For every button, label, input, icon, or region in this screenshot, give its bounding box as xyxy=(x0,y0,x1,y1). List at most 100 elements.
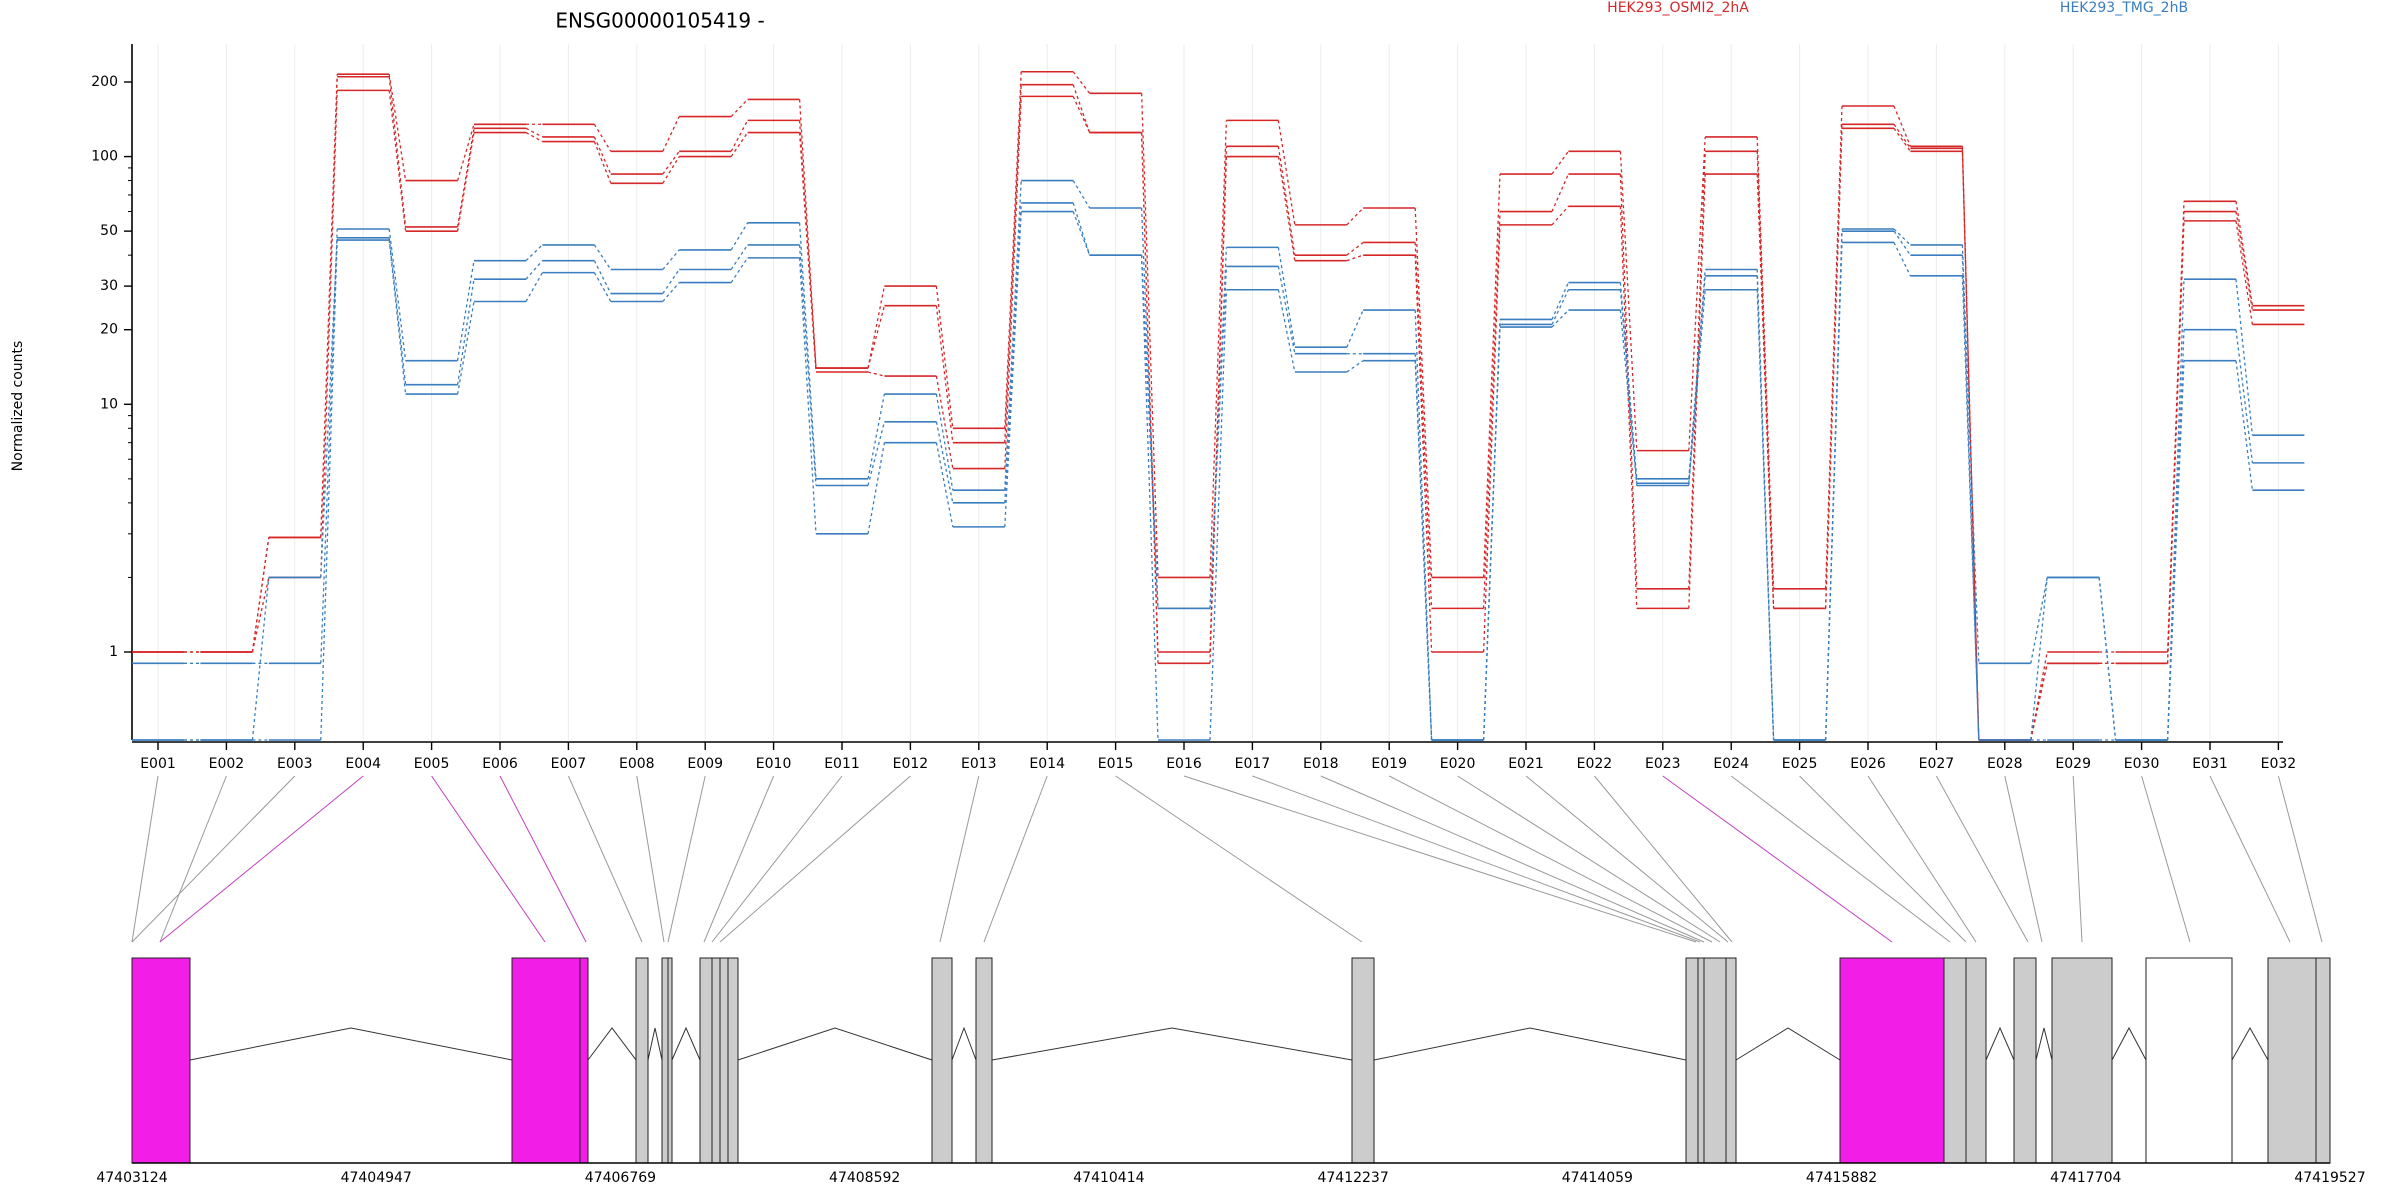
series-connector xyxy=(1824,242,1843,741)
series-connector xyxy=(593,136,612,175)
x-tick-label: E015 xyxy=(1098,756,1134,772)
series-connector xyxy=(2166,279,2185,741)
series-connector xyxy=(1551,173,1569,212)
series-connector xyxy=(1688,275,1706,484)
series-connector xyxy=(1619,289,1638,484)
intron xyxy=(1735,1027,1841,1061)
exon-connector xyxy=(711,775,843,943)
series-connector xyxy=(320,76,338,538)
series-HEK293_TMG_2hB-5 xyxy=(132,210,2305,741)
series-connector xyxy=(1004,180,1022,491)
series-connector xyxy=(251,577,270,653)
x-tick-label: E012 xyxy=(893,756,929,772)
exon-connector xyxy=(131,775,159,943)
series-connector xyxy=(1551,289,1569,325)
x-tick-label: E025 xyxy=(1782,756,1818,772)
exon-block xyxy=(1725,957,1737,1164)
series-connector xyxy=(2030,577,2048,741)
series-connector xyxy=(525,260,543,280)
exon-block xyxy=(511,957,581,1164)
intron xyxy=(2111,1026,2147,1061)
series-connector xyxy=(730,257,749,283)
exon-connector xyxy=(1252,775,1701,943)
exon-connector xyxy=(703,775,775,943)
exon-connector xyxy=(2277,775,2323,943)
series-connector xyxy=(525,244,543,262)
series-connector xyxy=(1004,211,1022,527)
x-tick-label: E024 xyxy=(1713,756,1749,772)
series-connector xyxy=(1346,207,1364,226)
series-connector xyxy=(1004,202,1022,503)
exon-block xyxy=(1697,957,1705,1164)
series-connector xyxy=(1551,309,1569,328)
series-connector xyxy=(1482,224,1501,653)
x-tick-label: E023 xyxy=(1645,756,1681,772)
series-connector xyxy=(1140,255,1159,741)
series-connector xyxy=(2235,329,2254,463)
series-connector xyxy=(1961,244,1980,664)
x-tick-label: E021 xyxy=(1508,756,1544,772)
intron xyxy=(647,1027,663,1061)
y-tick-label: 30 xyxy=(100,278,118,294)
series-connector xyxy=(1482,174,1501,578)
x-tick-label: E008 xyxy=(619,756,655,772)
exon-block xyxy=(699,957,713,1164)
x-tick-label: E019 xyxy=(1371,756,1407,772)
exon-connector xyxy=(1594,775,1733,943)
series-connector xyxy=(1482,211,1501,609)
series-connector xyxy=(1140,255,1159,609)
genomic-tick-label: 47417704 xyxy=(2050,1170,2121,1186)
y-tick-label: 1 xyxy=(109,644,118,660)
series-connector xyxy=(1209,156,1228,664)
x-axis: E001 E002 E003 E004 E005 E006 E007 E008 E009 E010… xyxy=(132,741,2296,772)
series-connector xyxy=(1277,266,1296,354)
exon-block xyxy=(711,957,721,1164)
series-connector xyxy=(2235,279,2254,436)
exon-connector xyxy=(2141,775,2191,943)
exon-connector xyxy=(1730,775,1951,943)
series-group xyxy=(132,70,2305,741)
genomic-tick-label: 47414059 xyxy=(1562,1170,1633,1186)
exon-connector xyxy=(667,775,706,943)
series-connector xyxy=(1209,266,1228,609)
x-tick-label: E031 xyxy=(2192,756,2228,772)
x-tick-label: E020 xyxy=(1440,756,1476,772)
genomic-tick-label: 47419527 xyxy=(2294,1170,2365,1186)
series-HEK293_TMG_2hB-3 xyxy=(132,179,2305,741)
intron xyxy=(737,1027,933,1061)
series-connector xyxy=(730,222,749,251)
series-connector xyxy=(251,577,270,741)
series-connector xyxy=(1004,96,1022,469)
series-connector xyxy=(2166,220,2185,664)
series-connector xyxy=(2030,663,2048,741)
series-connector xyxy=(1346,254,1364,262)
exon-block xyxy=(2145,957,2233,1164)
series-connector xyxy=(1619,310,1638,486)
series-connector xyxy=(1756,174,1775,609)
series-connector xyxy=(662,249,680,270)
series-connector xyxy=(2235,360,2254,491)
series-connector xyxy=(935,393,954,491)
series-connector xyxy=(388,228,407,361)
exon-connector xyxy=(2072,775,2083,943)
exon-connector xyxy=(1662,775,1893,943)
exon-connector xyxy=(1320,775,1705,943)
series-connector xyxy=(798,257,817,534)
series-connector xyxy=(1072,211,1091,256)
x-tick-label: E010 xyxy=(756,756,792,772)
series-connector xyxy=(1414,255,1433,653)
series-connector xyxy=(1072,96,1091,133)
exon-connector xyxy=(1388,775,1713,943)
exon-connector xyxy=(431,775,546,943)
exon-block xyxy=(1839,957,1945,1164)
exon-connector xyxy=(159,775,227,943)
series-connector xyxy=(1346,309,1364,348)
series-connector xyxy=(1414,242,1433,609)
y-tick-label: 10 xyxy=(100,396,118,412)
genomic-tick-label: 47410414 xyxy=(1073,1170,1144,1186)
series-connector xyxy=(662,150,680,175)
x-tick-label: E011 xyxy=(824,756,860,772)
vertical-grid xyxy=(157,44,2279,740)
series-connector xyxy=(1072,71,1091,94)
exon-connector xyxy=(1799,775,1967,943)
